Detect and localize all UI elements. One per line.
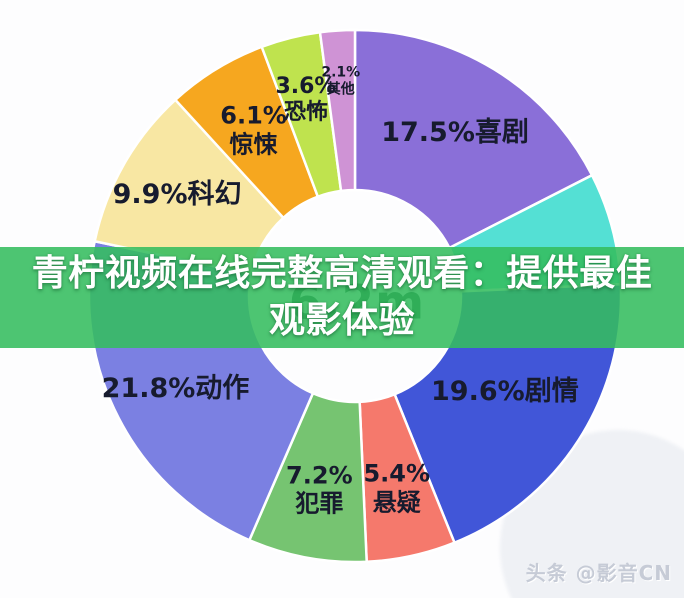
slice-label-动作: 21.8%动作 xyxy=(101,372,250,404)
watermark: 头条 @影音CN xyxy=(525,561,672,585)
slice-label-悬疑: 5.4% 悬疑 xyxy=(363,460,430,517)
slice-喜剧 xyxy=(353,28,594,250)
slice-label-其他: 2.1% 其他 xyxy=(321,64,361,97)
slice-label-剧情: 19.6%剧情 xyxy=(431,376,579,408)
slice-label-犯罪: 7.2% 犯罪 xyxy=(286,461,353,518)
slice-其他 xyxy=(318,28,357,193)
slice-label-恐怖: 3.6% 恐怖 xyxy=(275,73,337,125)
slice-label-惊悚: 6.1% 惊悚 xyxy=(220,102,287,159)
slice-label-喜剧: 17.5%喜剧 xyxy=(381,116,529,148)
title-banner: 青柠视频在线完整高清观看：提供最佳 观影体验 xyxy=(0,247,684,348)
banner-title-line1: 青柠视频在线完整高清观看：提供最佳 xyxy=(31,252,653,294)
banner-title-line2: 观影体验 xyxy=(268,299,415,341)
slice-label-科幻: 9.9%科幻 xyxy=(112,178,242,210)
